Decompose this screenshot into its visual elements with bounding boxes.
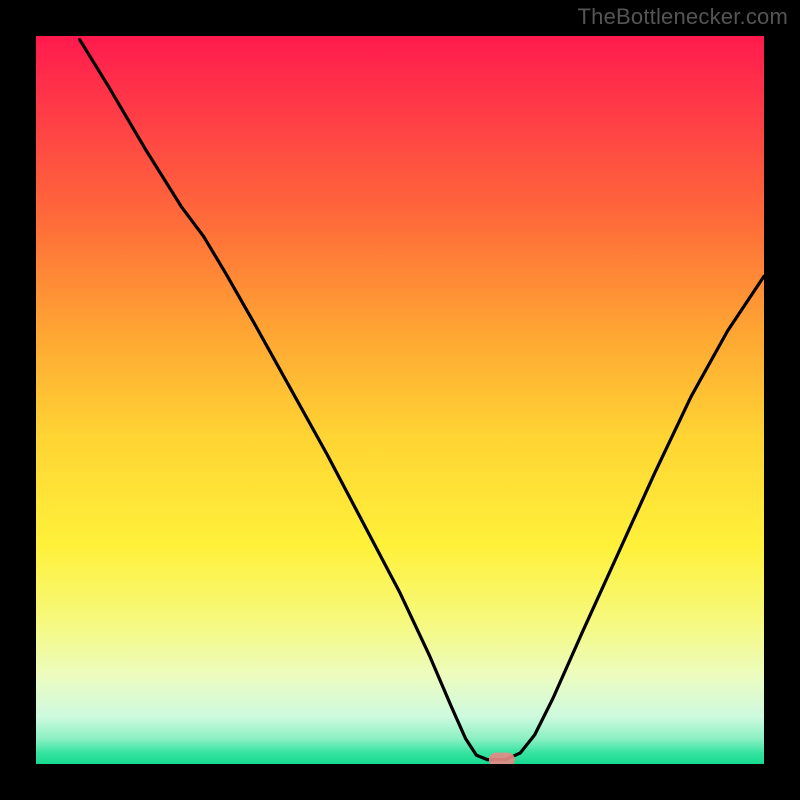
watermark-text: TheBottlenecker.com (578, 4, 788, 30)
plot-svg (36, 36, 764, 764)
chart-frame: TheBottlenecker.com (0, 0, 800, 800)
gradient-background (36, 36, 764, 764)
plot-area (36, 36, 764, 764)
optimal-marker (489, 753, 515, 764)
